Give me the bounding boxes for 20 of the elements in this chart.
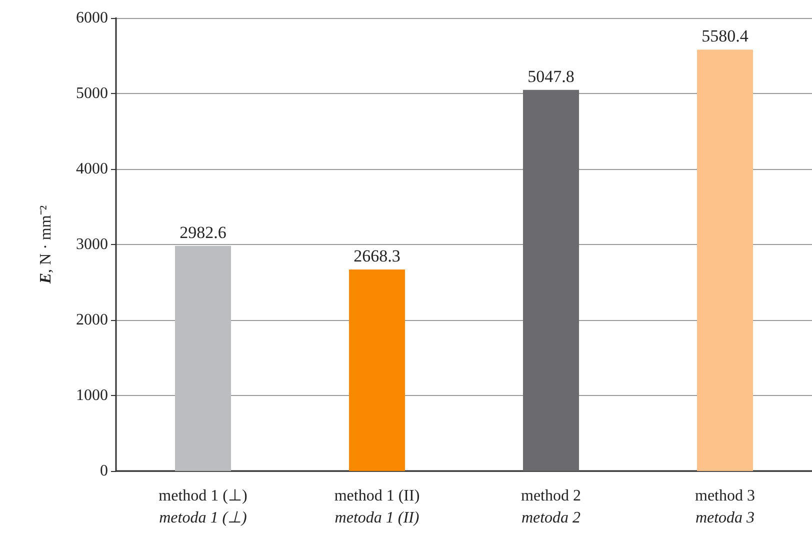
data-label: 5047.8 — [528, 66, 574, 86]
x-tick-label: method 1 (II) metoda 1 (II) — [334, 488, 420, 526]
data-label: 2982.6 — [180, 222, 226, 242]
bar — [349, 270, 405, 471]
y-tick-label: 4000 — [76, 160, 108, 178]
x-tick-label: method 1 (⊥) metoda 1 (⊥) — [158, 488, 248, 526]
y-tick-label: 1000 — [76, 387, 108, 404]
bar — [175, 246, 231, 471]
x-tick-label: method 3 metoda 3 — [695, 488, 755, 526]
data-label: 5580.4 — [702, 26, 749, 46]
y-axis-title: E, N · mm⁻² — [38, 205, 54, 285]
y-tick-label: 2000 — [76, 312, 108, 328]
y-tick-label: 5000 — [76, 85, 108, 102]
bar — [697, 50, 753, 471]
data-label: 2668.3 — [354, 246, 400, 266]
y-tick-label: 0 — [100, 462, 108, 480]
x-tick-label: method 2 metoda 2 — [521, 488, 581, 526]
y-tick-label: 6000 — [76, 10, 108, 26]
y-tick-label: 3000 — [76, 236, 108, 253]
bar — [523, 90, 579, 471]
